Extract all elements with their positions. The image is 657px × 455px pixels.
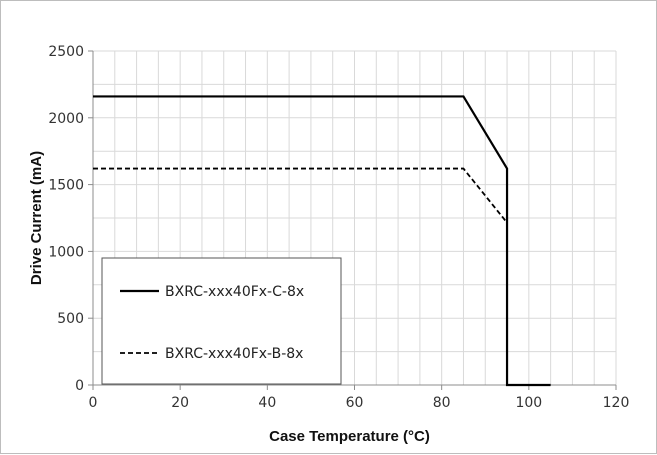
x-tick-label: 0 <box>89 395 98 411</box>
tick-labels: 0 20 40 60 80 100 120 0 500 1000 1500 2000 2500 <box>48 44 629 411</box>
y-tick-label: 1000 <box>48 244 84 260</box>
legend-box <box>101 257 342 385</box>
y-tick-label: 2000 <box>48 111 84 127</box>
y-tick-label: 500 <box>57 311 84 327</box>
y-tick-label: 1500 <box>48 178 84 194</box>
series-line-2 <box>93 167 508 224</box>
x-tick-label: 40 <box>258 395 276 411</box>
x-axis-title: Case Temperature (°C) <box>269 428 430 445</box>
series-line-1 <box>93 95 551 387</box>
gridlines <box>93 50 617 385</box>
y-axis-title: Drive Current (mA) <box>28 151 45 285</box>
x-tick-label: 20 <box>171 395 189 411</box>
y-tick-label: 2500 <box>48 44 84 60</box>
y-tick-label: 0 <box>75 378 84 394</box>
x-tick-label: 120 <box>603 395 630 411</box>
legend: BXRC-xxx40Fx-C-8x BXRC-xxx40Fx-B-8x <box>101 257 342 385</box>
legend-label-1: BXRC-xxx40Fx-C-8x <box>165 284 304 300</box>
x-tick-label: 100 <box>515 395 542 411</box>
x-tick-label: 60 <box>346 395 364 411</box>
series-lines <box>93 95 551 387</box>
x-tick-label: 80 <box>433 395 451 411</box>
legend-label-2: BXRC-xxx40Fx-B-8x <box>165 346 303 362</box>
